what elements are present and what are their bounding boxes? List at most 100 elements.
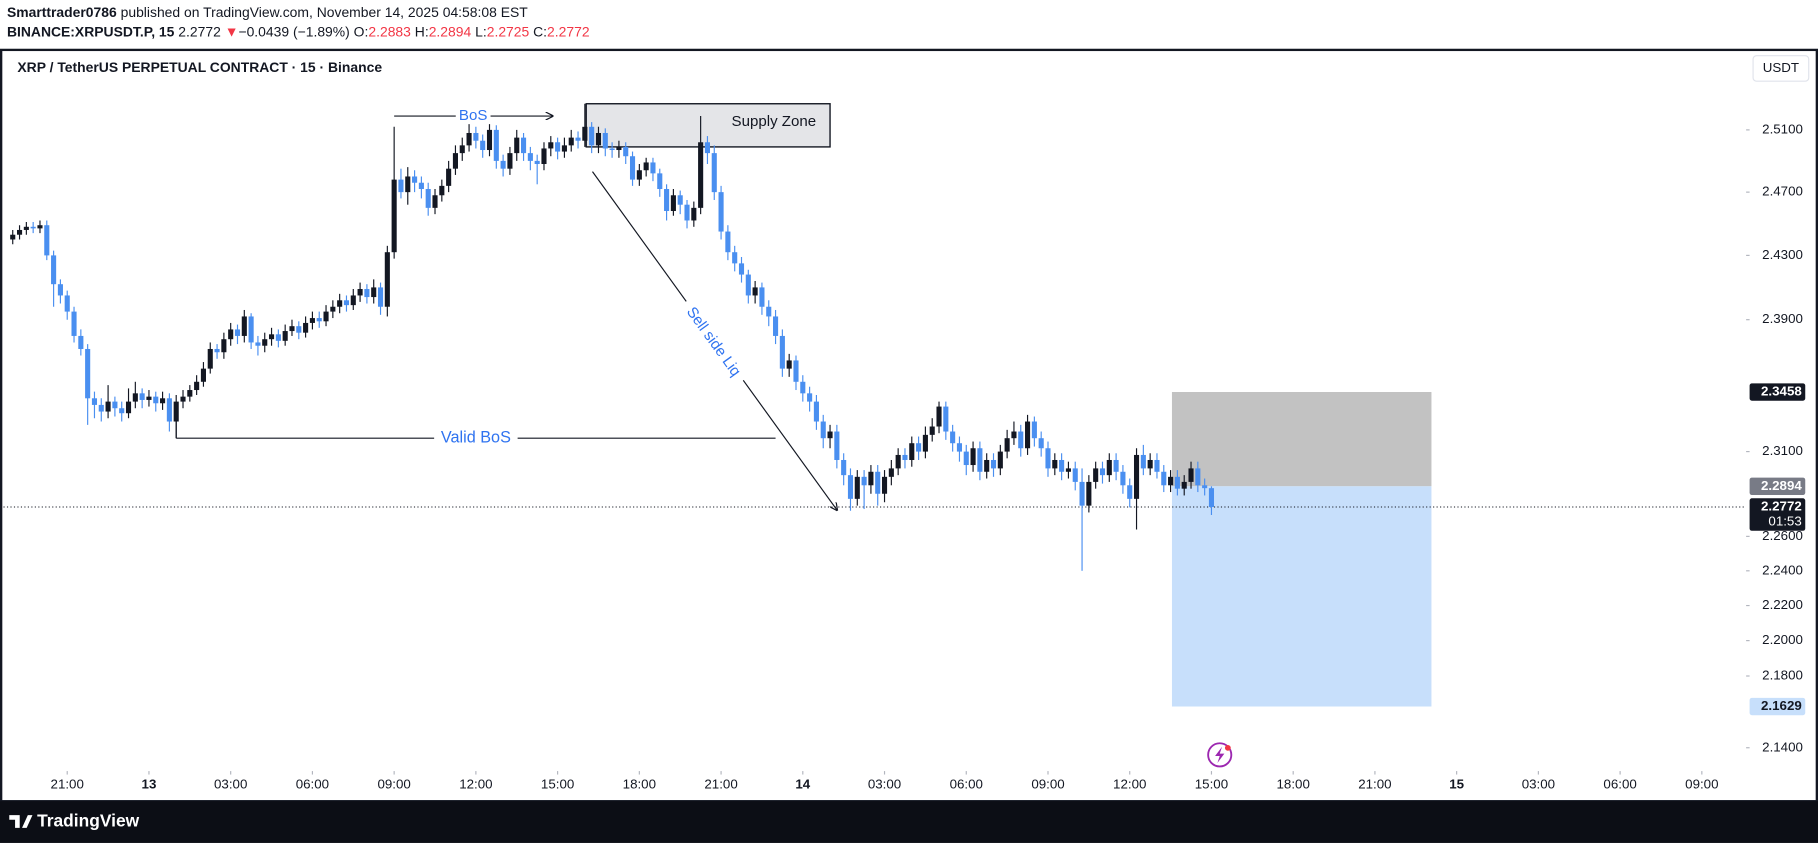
x-tick-label: 21:00 bbox=[704, 776, 737, 791]
candle-body bbox=[677, 195, 683, 205]
x-tick-label: 12:00 bbox=[1113, 776, 1146, 791]
candle-body bbox=[57, 284, 63, 296]
x-tick-label: 06:00 bbox=[1603, 776, 1636, 791]
candle-body bbox=[180, 396, 186, 402]
candle-body bbox=[71, 311, 77, 336]
candle-body bbox=[282, 331, 288, 341]
c-value: 2.2772 bbox=[547, 23, 590, 39]
candle-body bbox=[1052, 459, 1058, 469]
candle-body bbox=[534, 160, 540, 165]
o-value: 2.2883 bbox=[368, 23, 411, 39]
candle-body bbox=[1168, 476, 1174, 486]
price-tag-label: 2.1629 bbox=[1761, 698, 1802, 713]
candle-body bbox=[119, 408, 125, 414]
alert-icon[interactable] bbox=[1207, 742, 1233, 768]
candle-body bbox=[1106, 459, 1112, 476]
candle-body bbox=[684, 204, 690, 221]
candle-body bbox=[1161, 471, 1167, 486]
last-price: 2.2772 bbox=[178, 23, 221, 39]
candle-body bbox=[800, 381, 806, 394]
candle-body bbox=[214, 348, 220, 353]
x-tick-label: 06:00 bbox=[950, 776, 983, 791]
candle-body bbox=[793, 360, 799, 382]
candle-body bbox=[275, 334, 281, 341]
candle-body bbox=[459, 145, 465, 154]
y-tick-label: 2.1800 bbox=[1762, 668, 1803, 683]
currency: USDT bbox=[1763, 60, 1799, 75]
candle-body bbox=[269, 334, 275, 340]
candle-body bbox=[357, 289, 363, 296]
candle-body bbox=[139, 393, 145, 400]
candle-body bbox=[255, 342, 261, 346]
candle-body bbox=[1065, 468, 1071, 472]
candle-body bbox=[98, 404, 104, 412]
candle-body bbox=[1140, 454, 1146, 469]
candle-body bbox=[629, 156, 636, 180]
candle-body bbox=[711, 153, 717, 193]
h-label: H: bbox=[415, 23, 429, 39]
candle-body bbox=[153, 396, 159, 404]
x-tick-label: 03:00 bbox=[868, 776, 901, 791]
candle-body bbox=[364, 289, 370, 298]
candle-body bbox=[575, 137, 581, 141]
candle-body bbox=[514, 137, 520, 154]
candle-body bbox=[936, 406, 942, 427]
candle-body bbox=[1113, 459, 1119, 472]
candle-body bbox=[732, 252, 738, 264]
candle-body bbox=[207, 348, 213, 369]
candle-body bbox=[909, 443, 915, 460]
candle-body bbox=[91, 398, 98, 405]
candle-body bbox=[657, 173, 663, 189]
candle-body bbox=[698, 142, 704, 208]
candle-body bbox=[752, 287, 758, 296]
price-tag-label: 2.2772 bbox=[1761, 499, 1802, 514]
candle-body bbox=[827, 431, 833, 439]
y-tick-label: 2.2400 bbox=[1762, 562, 1803, 577]
published: published on TradingView.com, November 1… bbox=[121, 3, 529, 19]
candle-body bbox=[221, 339, 227, 353]
candle-body bbox=[1072, 468, 1078, 482]
candle-body bbox=[500, 160, 506, 169]
direction: ▼ bbox=[225, 23, 239, 39]
currency-box[interactable] bbox=[1752, 55, 1810, 82]
y-tick-label: 2.3100 bbox=[1762, 443, 1803, 458]
candle-body bbox=[337, 300, 343, 307]
l-value: 2.2725 bbox=[487, 23, 530, 39]
candle-body bbox=[616, 146, 622, 151]
candle-body bbox=[841, 459, 847, 476]
author: Smarttrader0786 bbox=[7, 3, 117, 19]
candle-body bbox=[173, 401, 179, 422]
candle-body bbox=[868, 471, 874, 486]
candle-body bbox=[16, 229, 23, 235]
candle-body bbox=[234, 329, 241, 336]
candle-body bbox=[834, 431, 840, 460]
x-tick-label: 12:00 bbox=[459, 776, 492, 791]
candle-body bbox=[1133, 454, 1140, 499]
sell-side-bg bbox=[677, 296, 751, 388]
candle-body bbox=[820, 421, 826, 439]
candle-body bbox=[664, 188, 670, 212]
candle-body bbox=[643, 162, 649, 171]
candle-body bbox=[956, 443, 963, 452]
x-tick-label: 09:00 bbox=[377, 776, 410, 791]
candle-body bbox=[916, 443, 922, 452]
supply-zone bbox=[585, 103, 831, 148]
candle-body bbox=[1025, 421, 1031, 449]
candle-body bbox=[398, 179, 404, 193]
candle-body bbox=[296, 326, 302, 333]
candle-body bbox=[636, 170, 642, 180]
candle-body bbox=[922, 434, 928, 452]
x-tick-label: 09:00 bbox=[1685, 776, 1718, 791]
candle-body bbox=[391, 179, 397, 253]
candle-body bbox=[1079, 481, 1085, 506]
candle-body bbox=[507, 153, 513, 169]
candle-body bbox=[30, 226, 36, 229]
candle-body bbox=[289, 326, 295, 332]
valid-bos-label-bg bbox=[434, 427, 518, 448]
candle-body bbox=[521, 137, 527, 154]
chart-frame bbox=[0, 48, 1818, 803]
candle-body bbox=[595, 132, 602, 146]
candle-body bbox=[23, 226, 29, 230]
